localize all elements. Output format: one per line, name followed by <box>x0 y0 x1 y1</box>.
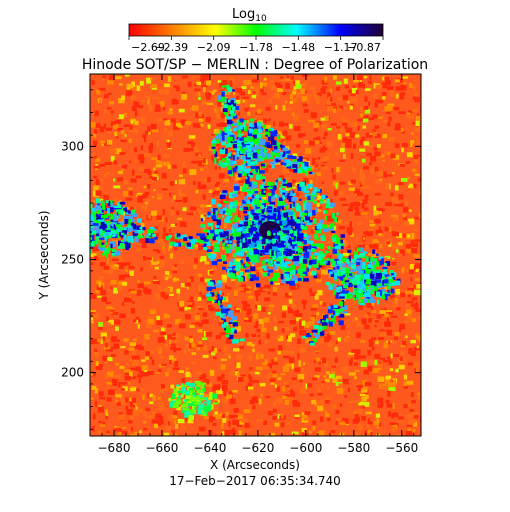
x-axis-ticks: −680 −660 −640 −620 −600 −580 −560 <box>89 74 418 455</box>
x-tick-label: −620 <box>241 441 274 455</box>
colorbar-tick-label: −2.39 <box>154 41 188 54</box>
colorbar-tick-label: −2.09 <box>197 41 231 54</box>
colorbar-tick-label: −1.48 <box>281 41 315 54</box>
colorbar-tick-label: −0.87 <box>347 41 381 54</box>
y-tick-label: 250 <box>61 253 84 267</box>
x-axis-label: X (Arcseconds) <box>210 458 300 472</box>
x-tick-label: −640 <box>193 441 226 455</box>
timestamp: 17−Feb−2017 06:35:34.740 <box>169 474 341 488</box>
x-tick-label: −600 <box>289 441 322 455</box>
colorbar-tick-label: −1.78 <box>239 41 273 54</box>
chart-title: Hinode SOT/SP − MERLIN : Degree of Polar… <box>82 57 428 73</box>
plot-frame <box>89 73 422 437</box>
colorbar-tick-label: −1.17 <box>324 41 358 54</box>
x-tick-label: −680 <box>98 441 131 455</box>
y-axis-label: Y (Arcseconds) <box>37 210 51 300</box>
x-tick-label: −560 <box>385 441 418 455</box>
x-tick-label: −660 <box>145 441 178 455</box>
polarization-map <box>90 74 421 436</box>
colorbar <box>128 23 384 37</box>
colorbar-ticks: −2.69−2.39 −2.09 −1.78 −1.48 −1.17−0.87 <box>128 36 384 54</box>
x-tick-label: −580 <box>337 441 370 455</box>
colorbar-label: Log10 <box>232 7 267 24</box>
y-tick-label: 300 <box>61 139 84 153</box>
y-axis-ticks: 200 250 300 <box>61 89 421 430</box>
y-tick-label: 200 <box>61 366 84 380</box>
colorbar-tick-label: −2.69 <box>131 41 165 54</box>
